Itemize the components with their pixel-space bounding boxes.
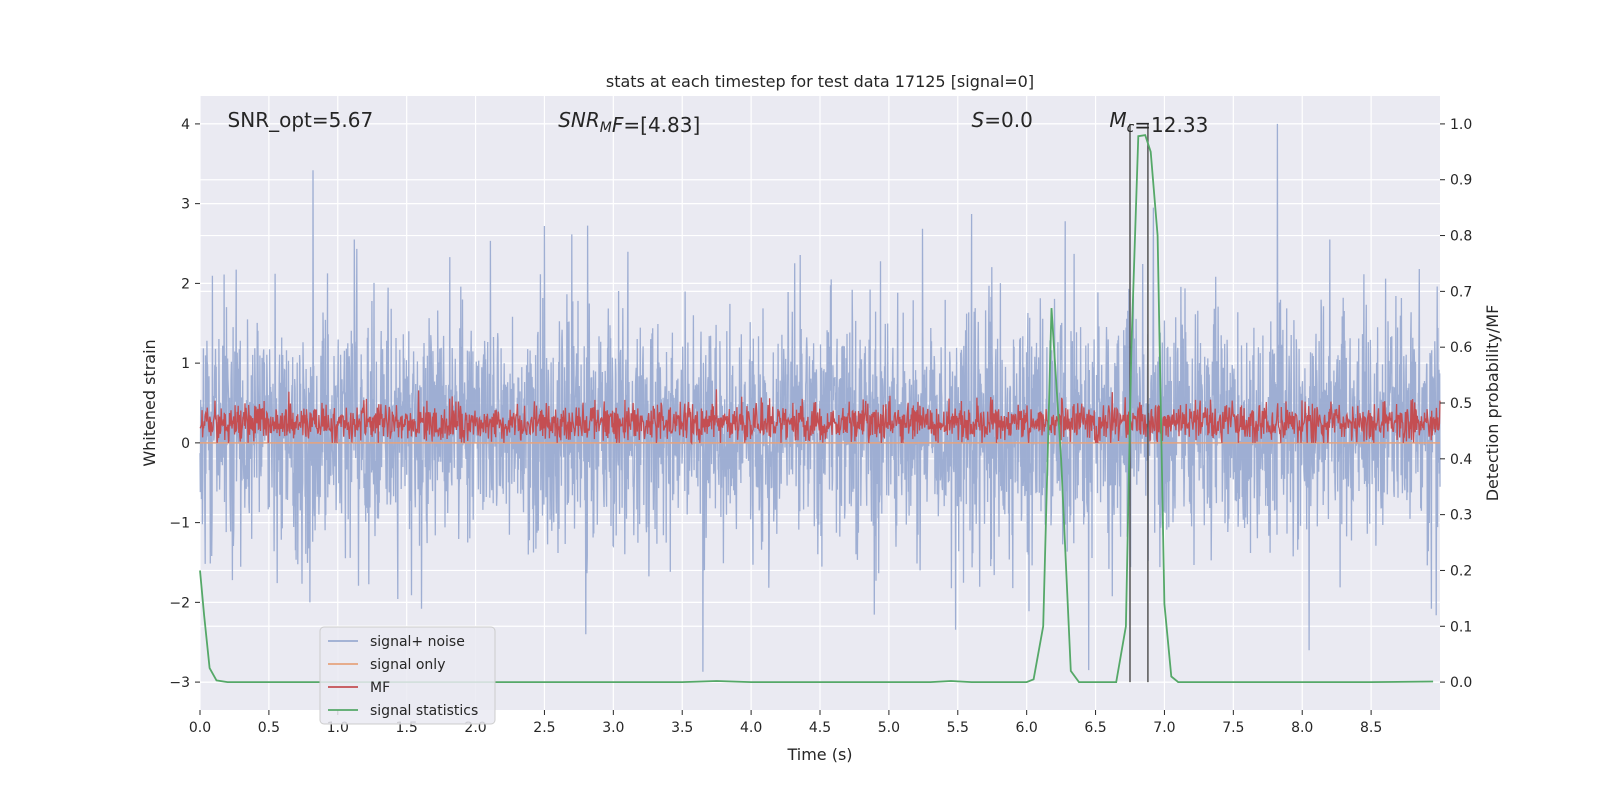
legend-label: signal statistics <box>370 703 478 719</box>
y-right-tick-label: 1.0 <box>1450 117 1472 133</box>
y-right-tick-label: 0.1 <box>1450 619 1472 635</box>
x-tick-label: 4.5 <box>809 720 831 736</box>
legend-box <box>319 626 496 725</box>
x-tick-label: 6.5 <box>1084 720 1106 736</box>
annotation: SNRMF=[4.83] <box>558 108 700 137</box>
series-mf <box>199 389 1441 446</box>
x-tick-label: 7.0 <box>1153 720 1175 736</box>
y-axis-label: Whitened strain <box>140 339 159 466</box>
legend: signal+ noise signal only MF signal statist… <box>319 626 496 725</box>
annotation: Mc=12.33 <box>1109 108 1208 137</box>
y-right-tick-label: 0.0 <box>1450 675 1472 691</box>
legend-label: signal only <box>370 657 445 673</box>
y-tick-label: 0 <box>181 436 190 452</box>
x-tick-label: 4.0 <box>740 720 762 736</box>
y-tick-label: 3 <box>181 197 190 213</box>
y-right-tick-label: 0.4 <box>1450 452 1472 468</box>
y-right-tick-label: 0.7 <box>1450 284 1472 300</box>
x-tick-label: 7.5 <box>1222 720 1244 736</box>
x-tick-label: 3.5 <box>671 720 693 736</box>
x-tick-label: 8.5 <box>1360 720 1382 736</box>
x-tick-label: 6.0 <box>1016 720 1038 736</box>
y-right-tick-label: 0.9 <box>1450 173 1472 189</box>
y-right-tick-label: 0.8 <box>1450 229 1472 245</box>
y-axis-ticks: −3 −2 −1 0 1 2 3 4 <box>169 117 200 691</box>
x-tick-label: 8.0 <box>1291 720 1313 736</box>
legend-label: MF <box>370 680 390 696</box>
y-tick-label: −1 <box>169 516 190 532</box>
x-tick-label: 5.5 <box>947 720 969 736</box>
y-tick-label: 2 <box>181 276 190 292</box>
y-right-axis-label: Detection probability/MF <box>1483 305 1502 502</box>
y-right-tick-label: 0.6 <box>1450 340 1472 356</box>
mf-line <box>199 389 1441 446</box>
x-axis-label: Time (s) <box>786 745 852 764</box>
legend-label: signal+ noise <box>370 634 465 650</box>
annotations: SNR_opt=5.67 SNRMF=[4.83] S=0.0 Mc=12.33 <box>228 108 1209 137</box>
x-axis-ticks: 0.0 0.5 1.0 1.5 2.0 2.5 3.0 3.5 4.0 4.5 5.0 5.5 6.0 6… <box>189 710 1382 736</box>
y-tick-label: −2 <box>169 595 190 611</box>
y-right-tick-label: 0.3 <box>1450 508 1472 524</box>
x-tick-label: 2.5 <box>533 720 555 736</box>
y-tick-label: 1 <box>181 356 190 372</box>
y-right-axis-ticks: 0.0 0.1 0.2 0.3 0.4 0.5 0.6 0.7 0.8 0.9 1.0 <box>1440 117 1472 691</box>
chart-title: stats at each timestep for test data 171… <box>606 72 1034 91</box>
annotation: SNR_opt=5.67 <box>228 108 374 132</box>
x-tick-label: 5.0 <box>878 720 900 736</box>
annotation: S=0.0 <box>972 108 1033 132</box>
y-right-tick-label: 0.5 <box>1450 396 1472 412</box>
y-right-tick-label: 0.2 <box>1450 563 1472 579</box>
x-tick-label: 0.5 <box>258 720 280 736</box>
y-tick-label: −3 <box>169 675 190 691</box>
x-tick-label: 3.0 <box>602 720 624 736</box>
y-tick-label: 4 <box>181 117 190 133</box>
x-tick-label: 0.0 <box>189 720 211 736</box>
